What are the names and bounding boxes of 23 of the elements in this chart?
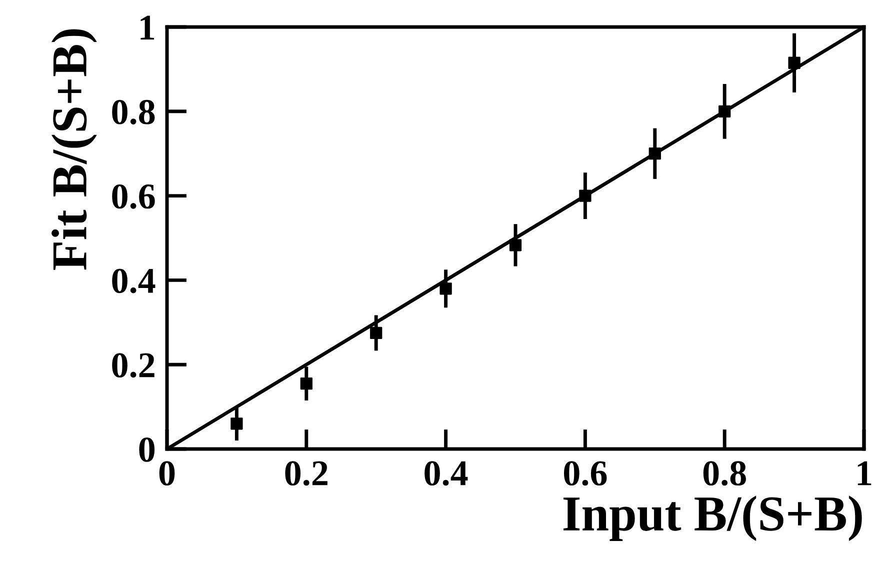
x-axis-title: Input B/(S+B) xyxy=(563,496,862,541)
point xyxy=(788,56,800,69)
point xyxy=(648,148,661,160)
point xyxy=(440,282,452,295)
x-tick-label: 0 xyxy=(159,461,175,486)
point xyxy=(370,326,382,340)
point xyxy=(300,378,312,390)
x-tick-label: 0.6 xyxy=(564,461,607,486)
y-tick-label: 0.2 xyxy=(112,353,154,378)
y-tick-label: 0.6 xyxy=(112,184,155,209)
point xyxy=(718,105,731,118)
x-tick-label: 0.8 xyxy=(703,461,746,486)
point xyxy=(579,190,592,202)
y-tick-label: 0.4 xyxy=(112,268,156,294)
point xyxy=(509,239,522,252)
y-axis-title: Fit B/(S+B) xyxy=(52,29,97,270)
x-tick-label: 0.2 xyxy=(285,461,328,486)
y-tick-label: 0.8 xyxy=(112,100,155,124)
x-tick-label: 0.4 xyxy=(424,461,468,486)
x-tick-label: 1 xyxy=(858,461,872,486)
point xyxy=(230,418,243,430)
y-tick-label: 0 xyxy=(139,438,155,462)
y-tick-label: 1 xyxy=(140,16,154,40)
